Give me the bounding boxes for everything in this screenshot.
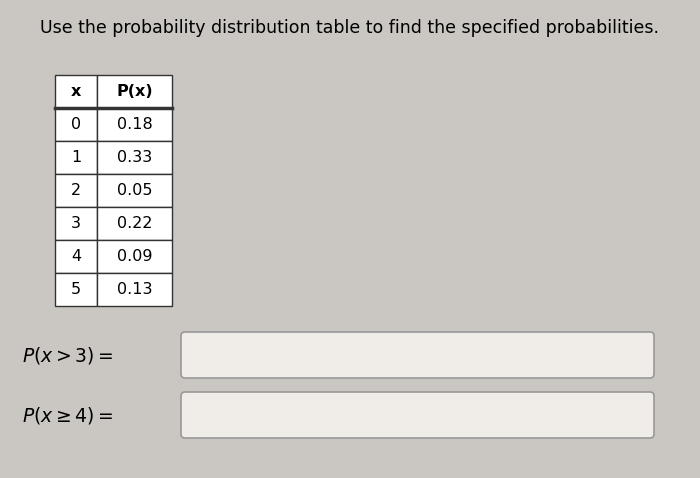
Text: 0: 0 xyxy=(71,117,81,132)
Bar xyxy=(97,141,172,174)
Text: 0.09: 0.09 xyxy=(117,249,153,264)
FancyBboxPatch shape xyxy=(181,332,654,378)
Text: 1: 1 xyxy=(71,150,81,165)
Text: 2: 2 xyxy=(71,183,81,198)
Bar xyxy=(55,207,97,240)
Bar xyxy=(97,108,172,141)
Text: 0.18: 0.18 xyxy=(117,117,153,132)
Text: Use the probability distribution table to find the specified probabilities.: Use the probability distribution table t… xyxy=(41,19,659,37)
Bar xyxy=(55,75,97,108)
Bar xyxy=(97,240,172,273)
Text: 5: 5 xyxy=(71,282,81,297)
Bar xyxy=(97,207,172,240)
Bar xyxy=(55,273,97,306)
Text: 0.22: 0.22 xyxy=(117,216,153,231)
Text: 0.05: 0.05 xyxy=(117,183,153,198)
Text: 4: 4 xyxy=(71,249,81,264)
Text: P(x): P(x) xyxy=(116,84,153,99)
Bar xyxy=(97,273,172,306)
Text: 0.13: 0.13 xyxy=(117,282,153,297)
Bar xyxy=(55,174,97,207)
Text: $P(x > 3) =$: $P(x > 3) =$ xyxy=(22,345,113,366)
Bar xyxy=(55,108,97,141)
Bar xyxy=(97,174,172,207)
Text: 0.33: 0.33 xyxy=(117,150,152,165)
Bar xyxy=(55,240,97,273)
Text: 3: 3 xyxy=(71,216,81,231)
Bar xyxy=(97,75,172,108)
Text: x: x xyxy=(71,84,81,99)
FancyBboxPatch shape xyxy=(181,392,654,438)
Bar xyxy=(55,141,97,174)
Text: $P(x \geq 4) =$: $P(x \geq 4) =$ xyxy=(22,404,113,425)
